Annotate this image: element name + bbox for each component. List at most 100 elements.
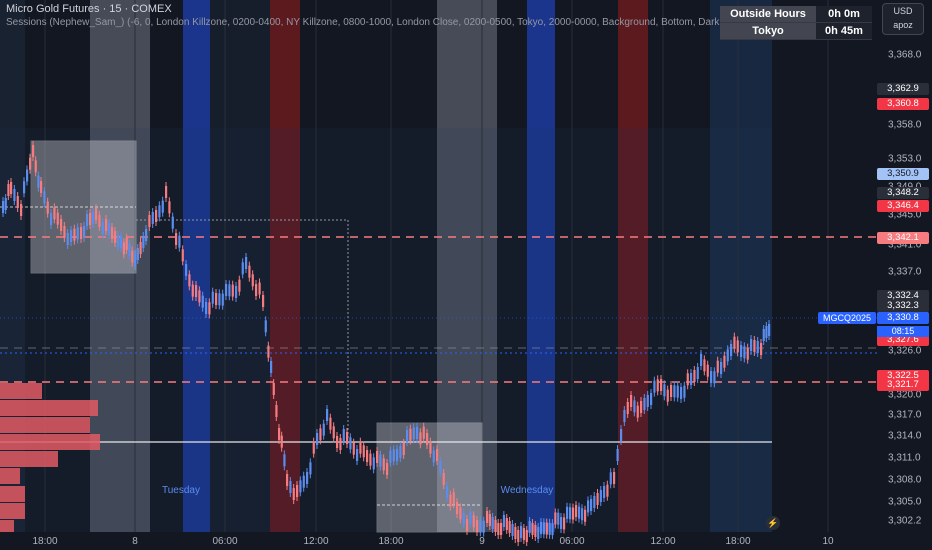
price-tick: 3,345.0: [888, 209, 922, 221]
price-tag: 3,327.6: [877, 334, 929, 346]
candle-body: [66, 233, 69, 245]
candle-body: [686, 373, 689, 386]
currency-selector[interactable]: USD apoz: [882, 3, 924, 35]
unit-label: apoz: [893, 20, 913, 30]
candle-body: [706, 364, 709, 377]
candle-body: [63, 226, 66, 238]
candle-body: [406, 430, 409, 442]
candle-body: [73, 228, 76, 241]
candle-body: [352, 442, 355, 455]
candle-body: [650, 393, 653, 405]
candle-body: [158, 205, 161, 218]
candle-body: [369, 453, 372, 466]
candle-body: [730, 344, 733, 356]
candle-body: [569, 507, 572, 520]
candle-body: [703, 359, 706, 372]
candle-body: [309, 462, 312, 475]
candle-body: [312, 441, 315, 454]
candle-body: [272, 383, 275, 395]
candle-body: [366, 450, 369, 462]
price-tag: 3,321.7: [877, 379, 929, 391]
candle-body: [409, 428, 412, 441]
candle-body: [37, 175, 40, 188]
time-tick: 06:00: [212, 536, 238, 547]
candle-body: [76, 227, 79, 240]
candle-body: [531, 523, 534, 535]
session-row: Tokyo 0h 45m: [720, 23, 872, 40]
candle-body: [122, 242, 125, 255]
candle-body: [50, 213, 53, 225]
candle-body: [482, 520, 485, 533]
candle-body: [459, 507, 462, 520]
ny-killzone-band: [618, 0, 648, 532]
candle-body: [319, 428, 322, 441]
candle-body: [292, 488, 295, 500]
candle-body: [4, 198, 7, 210]
candle-body: [215, 293, 218, 305]
candle-body: [289, 481, 292, 493]
session-value: 0h 0m: [816, 6, 872, 22]
candle-body: [208, 302, 211, 315]
candle-body: [10, 182, 13, 194]
candle-body: [105, 219, 108, 231]
candle-body: [525, 530, 528, 542]
candle-body: [566, 506, 569, 519]
currency-label: USD: [893, 6, 913, 16]
candle-body: [713, 371, 716, 384]
candle-body: [13, 189, 16, 201]
session-name: Outside Hours: [720, 6, 816, 22]
candle-body: [275, 405, 278, 417]
price-tick: 3,326.0: [888, 345, 922, 357]
candle-body: [551, 523, 554, 536]
session-row: Outside Hours 0h 0m: [720, 6, 872, 23]
candle-body: [743, 346, 746, 359]
candle-body: [165, 186, 168, 198]
candle-body: [218, 293, 221, 306]
candle-body: [80, 227, 83, 239]
candle-body: [740, 345, 743, 357]
candle-body: [750, 339, 753, 351]
price-tick: 3,358.0: [888, 119, 922, 131]
candle-body: [633, 400, 636, 413]
candle-body: [581, 508, 584, 521]
flash-icon[interactable]: ⚡: [766, 516, 780, 530]
candle-body: [43, 191, 46, 204]
candle-body: [528, 521, 531, 533]
candle-body: [422, 426, 425, 439]
candle-body: [768, 324, 771, 336]
candle-body: [145, 229, 148, 241]
candle-body: [514, 527, 517, 539]
indicator-legend[interactable]: Sessions (Nephew_Sam_) (-6, 0, London Ki…: [6, 17, 786, 28]
candle-body: [486, 511, 489, 523]
candle-body: [342, 429, 345, 441]
candle-body: [762, 329, 765, 341]
price-tag: 3,332.4: [877, 290, 929, 302]
candle-body: [225, 284, 228, 296]
candle-body: [590, 499, 593, 511]
candle-body: [128, 244, 131, 257]
candle-body: [690, 373, 693, 385]
candle-body: [356, 449, 359, 461]
candle-body: [446, 486, 449, 498]
candle-body: [211, 291, 214, 304]
candle-body: [716, 360, 719, 373]
candle-body: [23, 181, 26, 194]
candle-body: [439, 461, 442, 473]
candle-body: [599, 490, 602, 502]
candle-body: [286, 474, 289, 486]
candle-body: [753, 340, 756, 352]
candle-body: [2, 201, 5, 213]
candle-body: [497, 523, 500, 535]
candle-body: [522, 528, 526, 540]
price-tick: 3,305.0: [888, 496, 922, 508]
candle-body: [235, 286, 238, 298]
candle-body: [95, 208, 98, 220]
candle-body: [696, 367, 699, 379]
price-tag: 3,362.9: [877, 83, 929, 95]
candle-body: [56, 212, 59, 225]
candle-body: [151, 212, 154, 224]
candle-body: [248, 265, 251, 278]
candle-body: [111, 227, 114, 239]
candle-body: [609, 472, 612, 485]
